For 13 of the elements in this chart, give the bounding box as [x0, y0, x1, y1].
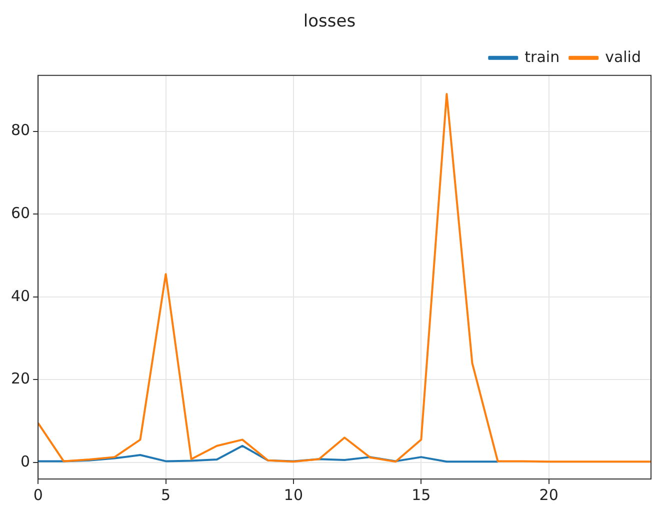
y-tick-label: 60	[10, 204, 30, 222]
x-tick-label: 20	[539, 486, 558, 504]
y-tick-label: 0	[20, 452, 30, 470]
legend-label: valid	[605, 48, 642, 66]
x-tick-label: 5	[161, 486, 171, 504]
x-tick-label: 0	[33, 486, 43, 504]
y-tick-label: 20	[10, 370, 30, 388]
x-tick-label: 10	[284, 486, 304, 504]
x-tick-label: 15	[412, 486, 431, 504]
y-tick-label: 80	[10, 121, 30, 140]
chart-title: losses	[303, 12, 356, 32]
legend-label: train	[524, 48, 560, 66]
y-tick-label: 40	[10, 286, 30, 305]
